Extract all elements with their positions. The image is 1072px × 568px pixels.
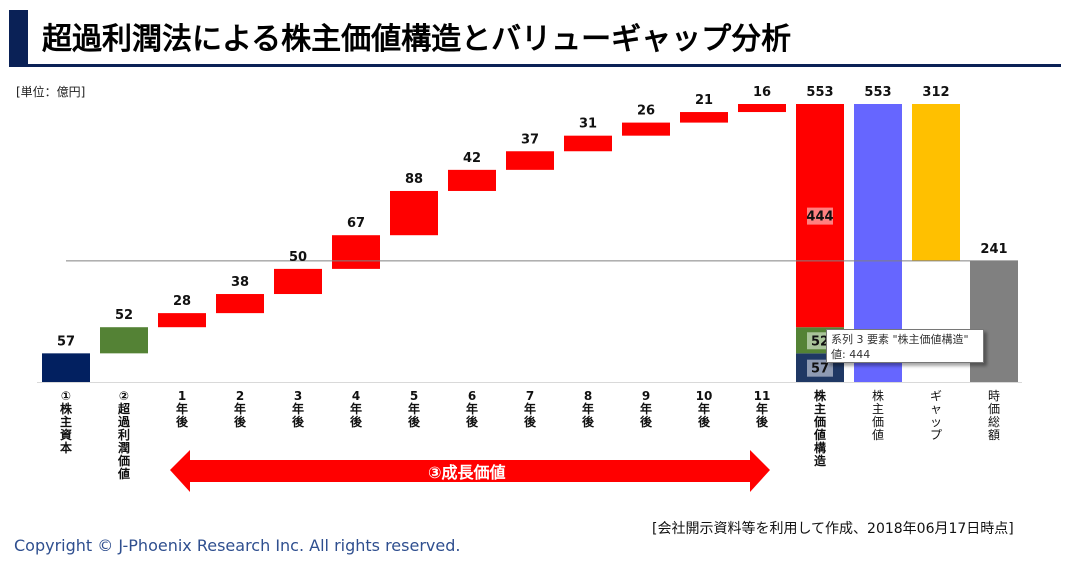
data-label: 21 [695,93,713,108]
segment-label: 444 [806,210,833,225]
data-label: 553 [806,85,833,100]
segment-label-bg [807,359,833,377]
data-label: 57 [57,334,75,349]
unit-label: [単位：億円] [16,85,86,99]
category-label: 6年後 [465,389,478,429]
bar-growth [680,112,728,123]
bar-market_cap [970,260,1018,382]
title-underline [9,64,1061,67]
category-label: 7年後 [523,389,536,429]
data-label: 28 [173,294,191,309]
bar-growth [332,235,380,269]
bar-growth [158,313,206,328]
category-label: 1年後 [175,389,188,429]
bar-growth [622,122,670,136]
category-label: 10年後 [695,389,713,429]
category-label: 株主価値 [871,389,884,442]
data-label: 50 [289,250,307,265]
data-label: 312 [922,85,949,100]
data-label: 67 [347,216,365,231]
bar-growth [506,151,554,170]
bar-equity [42,353,90,382]
labels-layer: 57 52 28 38 50 67 88 42 37 31 26 21 16 57 52 444 553 553 3… [57,85,1008,377]
bar-excess_profit [100,327,148,354]
data-label: 241 [980,242,1007,257]
data-tooltip: 系列 3 要素 "株主価値構造" 値: 444 [826,329,984,363]
copyright-text: Copyright © J-Phoenix Research Inc. All … [14,536,461,555]
data-label: 38 [231,275,249,290]
data-label: 88 [405,172,423,187]
data-label: 16 [753,85,771,100]
source-note: [会社開示資料等を利用して作成、2018年06月17日時点] [652,521,1014,537]
bar-growth [564,135,612,152]
category-label: ギャップ [929,389,942,442]
tooltip-value-line: 値: 444 [831,348,871,361]
category-label: 時価総額 [987,389,1000,442]
bar-growth [216,294,264,314]
category-label: ②超過利潤価値 [117,389,130,481]
growth-arrow-shape [170,450,770,492]
tooltip-series-line: 系列 3 要素 "株主価値構造" [831,333,969,346]
segment-label-bg [807,207,833,225]
title-accent-bar [9,10,28,66]
category-label: 株主価値構造 [813,389,826,468]
category-label: 4年後 [349,389,362,429]
growth-arrow-label: ③成長価値 [428,463,506,482]
data-label: 26 [637,104,655,119]
category-label: 11年後 [753,389,771,429]
segment-label: 57 [811,362,829,377]
category-label: 9年後 [639,389,652,429]
data-label: 37 [521,132,539,147]
data-label: 42 [463,151,481,166]
segment-label: 52 [811,334,829,349]
data-label: 31 [579,117,597,132]
data-label: 52 [115,308,133,323]
category-label: ①株主資本 [59,389,72,455]
bar-gap [912,104,960,261]
page-title: 超過利潤法による株主価値構造とバリューギャップ分析 [42,22,792,57]
bar-growth [448,169,496,191]
category-label: 5年後 [407,389,420,429]
bar-growth [738,104,786,113]
bar-growth [390,190,438,236]
growth-value-arrow: ③成長価値 [170,450,770,492]
category-label: 2年後 [233,389,246,429]
data-label: 553 [864,85,891,100]
bar-growth [274,268,322,295]
category-label: 3年後 [291,389,304,429]
category-label: 8年後 [581,389,594,429]
